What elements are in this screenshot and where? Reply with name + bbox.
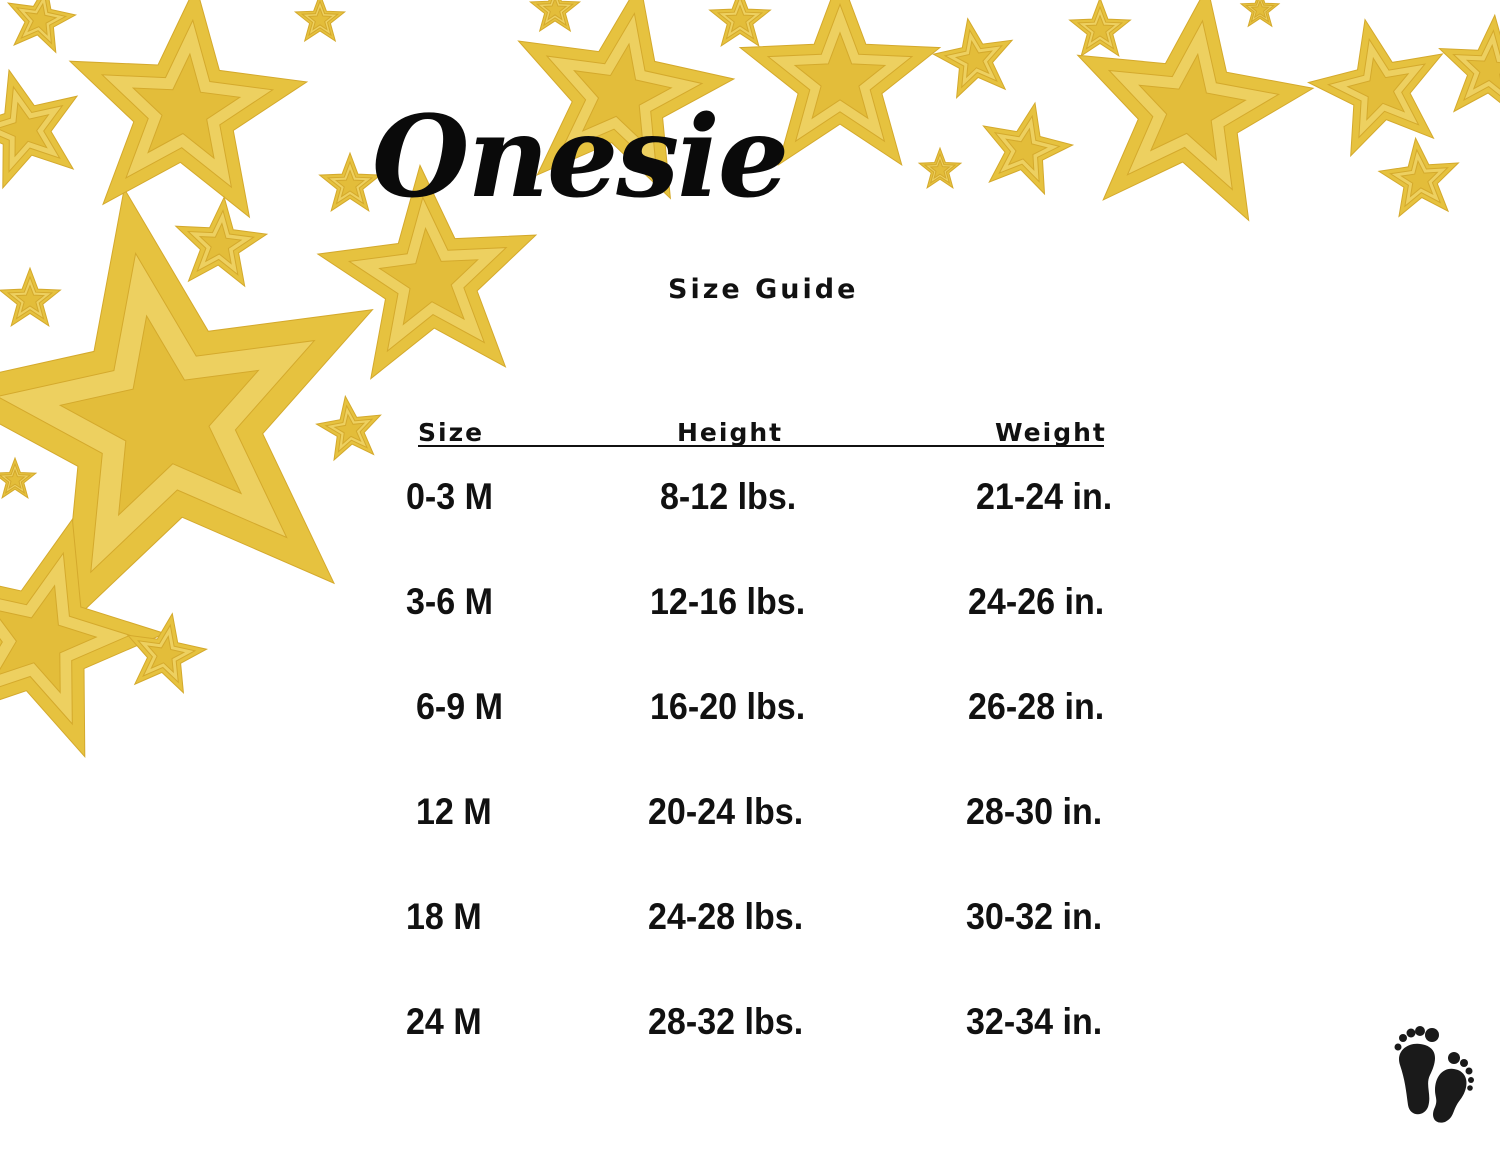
star-icon xyxy=(0,68,79,190)
star-icon xyxy=(528,0,582,33)
cell-size: 12 M xyxy=(416,791,492,832)
cell-size: 24 M xyxy=(406,1001,482,1042)
star-icon xyxy=(293,0,347,43)
star-icon xyxy=(1306,18,1444,158)
header-height: Height xyxy=(677,418,784,447)
cell-weight: 24-26 in. xyxy=(968,581,1105,622)
header-size: Size xyxy=(418,418,485,447)
star-icon xyxy=(517,0,736,200)
star-icon xyxy=(1239,0,1281,28)
star-icon xyxy=(738,0,942,167)
cell-height: 28-32 lbs. xyxy=(648,1001,804,1042)
cell-weight: 28-30 in. xyxy=(966,791,1103,832)
cell-height: 24-28 lbs. xyxy=(648,896,804,937)
star-icon xyxy=(0,456,38,499)
star-icon xyxy=(931,17,1014,99)
page-title: Onesie xyxy=(372,92,789,223)
star-icon xyxy=(0,517,167,759)
cell-weight: 26-28 in. xyxy=(968,686,1105,727)
star-icon xyxy=(1438,13,1500,113)
cell-size: 6-9 M xyxy=(416,686,504,727)
cell-size: 18 M xyxy=(406,896,482,937)
cell-height: 12-16 lbs. xyxy=(650,581,806,622)
star-icon xyxy=(1377,136,1460,218)
star-icon xyxy=(0,266,62,328)
cell-size: 0-3 M xyxy=(406,476,494,517)
star-icon xyxy=(1068,0,1132,58)
cell-size: 3-6 M xyxy=(406,581,494,622)
cell-height: 8-12 lbs. xyxy=(660,476,797,517)
star-icon xyxy=(126,612,209,694)
cell-height: 20-24 lbs. xyxy=(648,791,804,832)
star-icon xyxy=(1076,0,1315,222)
star-icon xyxy=(316,163,538,380)
cell-weight: 32-34 in. xyxy=(966,1001,1103,1042)
star-icon xyxy=(68,0,309,219)
star-icon xyxy=(708,0,772,48)
baby-footprints-icon xyxy=(1394,1026,1474,1123)
star-icon xyxy=(315,394,382,462)
header-underline xyxy=(418,445,1104,447)
page-subtitle: Size Guide xyxy=(668,274,859,305)
star-icon xyxy=(174,195,269,288)
star-icon xyxy=(6,0,78,54)
star-icon xyxy=(917,146,963,189)
cell-weight: 21-24 in. xyxy=(976,476,1113,517)
star-icon xyxy=(982,101,1075,196)
cell-weight: 30-32 in. xyxy=(966,896,1103,937)
star-icon xyxy=(0,187,374,633)
star-icon xyxy=(318,151,382,213)
header-weight: Weight xyxy=(995,418,1107,447)
cell-height: 16-20 lbs. xyxy=(650,686,806,727)
